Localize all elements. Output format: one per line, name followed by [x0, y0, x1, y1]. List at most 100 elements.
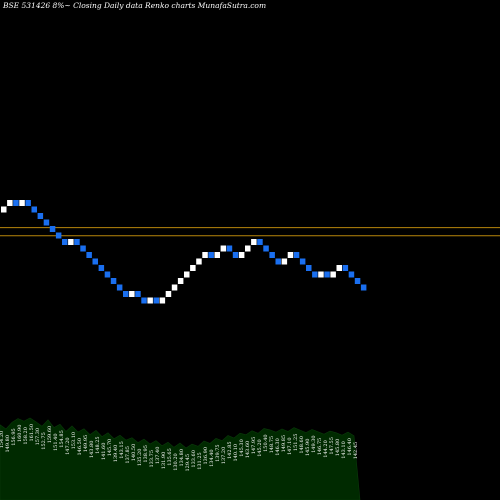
- volume-label: 146.50: [77, 438, 83, 456]
- renko-brick-down: [80, 245, 86, 252]
- volume-area: [0, 417, 361, 500]
- renko-brick-down: [31, 206, 37, 213]
- volume-label: 157.30: [35, 428, 41, 446]
- volume-label: 137.40: [155, 447, 161, 465]
- renko-brick-up: [171, 284, 178, 291]
- volume-label: 131.25: [197, 452, 203, 470]
- renko-brick-up: [177, 278, 184, 284]
- volume-label: 134.80: [179, 449, 185, 467]
- volume-label: 131.90: [161, 452, 167, 470]
- volume-label: 145.90: [305, 439, 311, 457]
- renko-brick-down: [135, 291, 141, 297]
- volume-label: 154.20: [0, 431, 5, 449]
- renko-brick-down: [208, 252, 214, 258]
- volume-label: 154.85: [59, 430, 65, 448]
- renko-brick-up: [330, 271, 336, 278]
- volume-label: 143.10: [341, 441, 347, 459]
- renko-brick-up: [7, 200, 13, 206]
- volume-label: 133.60: [191, 450, 197, 468]
- volume-label: 150.40: [263, 434, 269, 452]
- volume-label: 144.20: [323, 440, 329, 458]
- volume-label: 137.20: [221, 447, 227, 465]
- renko-brick-down: [257, 239, 263, 245]
- renko-brick-up: [318, 271, 324, 278]
- volume-label: 151.25: [293, 434, 299, 452]
- renko-brick-up: [1, 206, 7, 213]
- renko-brick-up: [238, 252, 245, 258]
- reference-lines: [0, 227, 500, 237]
- renko-brick-down: [342, 265, 349, 271]
- volume-label: 137.85: [125, 446, 131, 464]
- renko-brick-down: [74, 239, 80, 245]
- renko-brick-down: [98, 265, 105, 271]
- volume-label: 141.60: [101, 443, 107, 461]
- renko-brick-down: [153, 297, 159, 304]
- volume-label: 142.45: [353, 442, 359, 460]
- volume-label: 158.20: [23, 427, 29, 445]
- renko-brick-down: [25, 200, 31, 206]
- volume-label: 135.20: [137, 449, 143, 467]
- volume-label: 146.30: [275, 438, 281, 456]
- volume-label: 133.75: [149, 450, 155, 468]
- volume-label: 142.85: [227, 442, 233, 460]
- volume-label: 135.65: [167, 448, 173, 466]
- renko-brick-down: [86, 252, 92, 258]
- volume-label: 152.75: [41, 432, 47, 450]
- renko-brick-up: [165, 291, 172, 297]
- renko-brick-down: [116, 284, 123, 291]
- renko-brick-up: [159, 297, 166, 304]
- volume-label: 147.55: [329, 437, 335, 455]
- volume-label: 153.10: [71, 432, 77, 450]
- renko-brick-down: [49, 226, 56, 232]
- renko-brick-down: [293, 252, 300, 258]
- renko-brick-down: [275, 258, 281, 265]
- renko-brick-up: [220, 245, 227, 252]
- renko-bricks: [1, 200, 367, 304]
- renko-brick-down: [354, 278, 361, 284]
- renko-brick-down: [37, 213, 44, 219]
- volume-label: 145.70: [107, 439, 113, 457]
- volume-label: 149.30: [311, 435, 317, 453]
- renko-brick-up: [190, 265, 196, 271]
- volume-label: 160.90: [17, 425, 23, 443]
- renko-brick-down: [232, 252, 239, 258]
- renko-brick-down: [43, 219, 50, 226]
- volume-label: 143.60: [245, 441, 251, 459]
- volume-label: 149.85: [281, 435, 287, 453]
- volume-label: 148.25: [95, 436, 101, 454]
- renko-brick-up: [245, 245, 251, 252]
- volume-label: 161.50: [29, 424, 35, 442]
- renko-brick-up: [251, 239, 257, 245]
- renko-brick-up: [68, 239, 74, 245]
- renko-brick-down: [55, 232, 62, 239]
- volume-label: 146.75: [317, 438, 323, 456]
- volume-label: 140.50: [131, 444, 137, 462]
- renko-brick-up: [214, 252, 220, 258]
- volume-labels: 154.20 149.80 156.95 160.90 158.20 161.50 157.…: [0, 424, 359, 472]
- renko-brick-up: [281, 258, 288, 265]
- renko-brick-up: [196, 258, 202, 265]
- volume-label: 136.90: [203, 447, 209, 465]
- renko-brick-up: [184, 271, 190, 278]
- renko-brick-down: [348, 271, 355, 278]
- volume-label: 159.60: [47, 426, 53, 444]
- renko-brick-up: [287, 252, 294, 258]
- volume-silhouette: [0, 417, 361, 500]
- renko-brick-up: [19, 200, 25, 206]
- volume-label: 140.10: [233, 444, 239, 462]
- volume-label: 147.20: [65, 437, 71, 455]
- volume-label: 143.15: [119, 441, 125, 459]
- volume-label: 149.80: [5, 435, 11, 453]
- volume-label: 151.40: [53, 434, 59, 452]
- renko-brick-down: [360, 284, 367, 291]
- volume-label: 145.20: [257, 439, 263, 457]
- renko-brick-down: [13, 200, 19, 206]
- renko-brick-down: [306, 265, 312, 271]
- volume-label: 130.20: [173, 453, 179, 471]
- renko-brick-down: [299, 258, 306, 265]
- volume-label: 139.40: [113, 445, 119, 463]
- volume-label: 147.10: [287, 438, 293, 456]
- volume-label: 139.75: [215, 444, 221, 462]
- chart-title: BSE 531426 8%~ Closing Daily data Renko …: [2, 1, 266, 10]
